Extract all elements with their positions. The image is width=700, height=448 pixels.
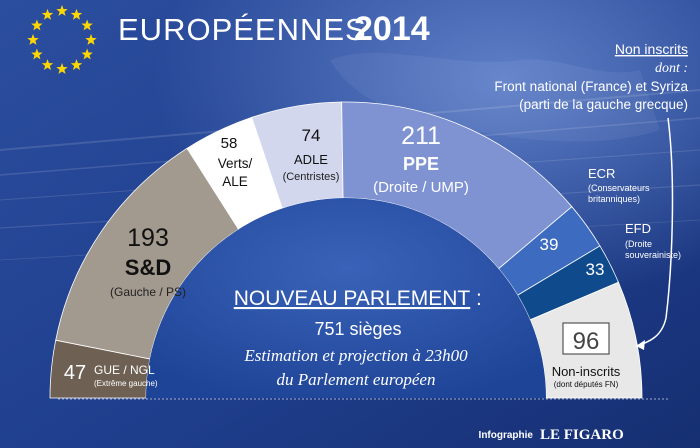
hemicycle-center (146, 198, 546, 398)
star-icon (56, 5, 68, 16)
title-word: EUROPÉENNES (118, 12, 367, 47)
star-icon (27, 34, 39, 45)
map-silhouette (330, 52, 660, 142)
label-efd-desc: (Droite (625, 239, 652, 249)
ni-note-arrowhead (636, 340, 645, 350)
star-icon (81, 19, 93, 31)
credit-prefix: Infographie (479, 430, 534, 441)
label-efd-abbr: EFD (625, 221, 651, 236)
label-ecr-abbr: ECR (588, 166, 615, 181)
label-efd-value: 33 (586, 260, 605, 279)
label-sd-desc: (Gauche / PS) (110, 285, 186, 299)
star-icon (56, 63, 68, 74)
label-ppe-value: 211 (401, 122, 441, 150)
ni-note-line2: (parti de la gauche grecque) (519, 97, 688, 112)
ni-note-dont: dont : (655, 61, 688, 76)
ni-value-box (562, 322, 610, 355)
ni-note-arrow (635, 117, 674, 347)
label-ecr-desc: (Conservateurs (588, 183, 650, 193)
star-icon (81, 48, 93, 60)
label-ecr-desc2: britanniques) (588, 194, 640, 204)
label-sd-abbr: S&D (125, 255, 171, 280)
star-icon (31, 48, 43, 60)
star-icon (70, 8, 83, 20)
label-verts-value: 58 (221, 135, 238, 152)
star-icon (70, 59, 83, 70)
label-ecr-value: 39 (540, 235, 559, 254)
label-ppe-abbr: PPE (403, 154, 439, 174)
center-seats: 751 sièges (314, 319, 401, 339)
star-icon (31, 19, 43, 31)
center-headline-colon: : (476, 287, 482, 310)
label-gue-abbr: GUE / NGL (94, 363, 155, 377)
label-gue-desc: (Extrême gauche) (94, 379, 158, 388)
star-icon (85, 34, 97, 45)
label-efd-desc2: souverainiste) (625, 250, 681, 260)
label-adle-abbr: ADLE (294, 152, 328, 167)
ni-note-heading: Non inscrits (615, 41, 688, 57)
label-gue-value: 47 (64, 362, 86, 384)
title-year: 2014 (354, 10, 430, 48)
label-ni-desc: (dont députés FN) (554, 380, 619, 389)
label-ni-value: 96 (573, 328, 600, 355)
center-headline: NOUVEAU PARLEMENT (234, 287, 471, 310)
center-line2: Estimation et projection à 23h00 (243, 346, 468, 365)
hemicycle-slices (49, 101, 643, 399)
credit-brand: LE FIGARO (540, 427, 624, 443)
center-line3: du Parlement européen (277, 370, 436, 389)
label-verts-abbr2: ALE (222, 174, 248, 189)
label-ppe-desc: (Droite / UMP) (373, 179, 469, 196)
slice-labels: 47 GUE / NGL (Extrême gauche) 193 S&D (G… (64, 122, 681, 389)
label-verts-abbr: Verts/ (218, 156, 253, 171)
label-adle-desc: (Centristes) (283, 171, 340, 183)
label-adle-value: 74 (302, 126, 321, 145)
ni-note-line1: Front national (France) et Syriza (494, 79, 688, 94)
label-sd-value: 193 (127, 224, 169, 252)
label-ni-abbr: Non-inscrits (552, 364, 621, 379)
eu-flag-stars (27, 5, 97, 74)
star-icon (41, 8, 54, 20)
star-icon (41, 59, 54, 70)
